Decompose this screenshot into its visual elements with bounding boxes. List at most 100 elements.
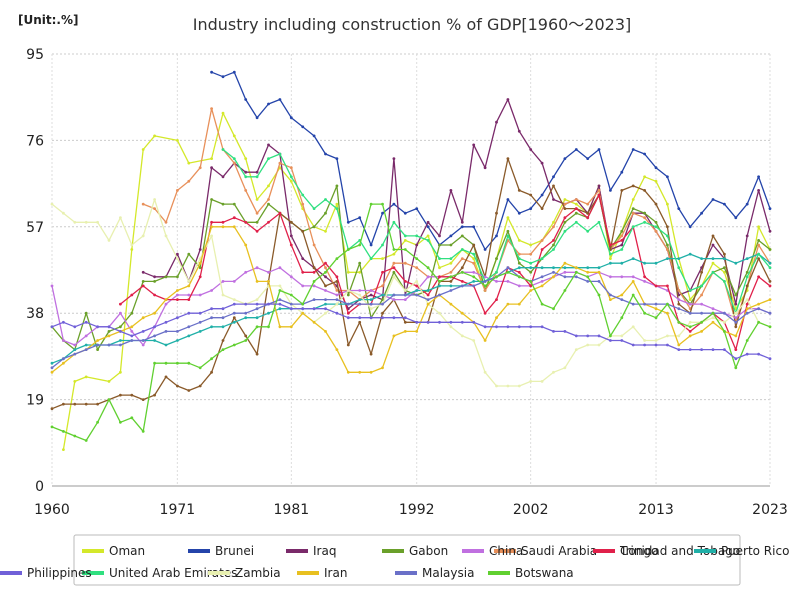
- data-point: [232, 134, 236, 138]
- data-point: [84, 348, 88, 351]
- data-point: [495, 298, 498, 301]
- data-point: [540, 280, 544, 283]
- data-point: [141, 330, 145, 333]
- data-point: [757, 189, 760, 192]
- data-point: [358, 243, 362, 247]
- data-point: [130, 311, 134, 315]
- data-point: [438, 311, 441, 315]
- data-point: [312, 320, 316, 324]
- data-point: [700, 257, 703, 260]
- legend: Oman Brunei Iraq Gabon Saudi Arabia Congo Chin…: [0, 534, 789, 586]
- data-point: [232, 161, 236, 165]
- data-point: [96, 402, 99, 406]
- data-point: [552, 198, 555, 201]
- data-point: [221, 339, 225, 342]
- data-point: [449, 289, 453, 292]
- data-point: [312, 270, 316, 274]
- legend-item: Puerto Rico: [694, 544, 789, 558]
- data-point: [631, 325, 635, 329]
- data-point: [643, 175, 646, 179]
- data-point: [244, 189, 248, 192]
- data-point: [301, 270, 305, 274]
- data-point: [130, 248, 134, 251]
- data-point: [723, 257, 726, 260]
- data-point: [73, 380, 77, 383]
- data-point: [119, 302, 122, 306]
- data-point: [84, 375, 88, 379]
- data-point: [529, 289, 533, 292]
- data-point: [438, 257, 441, 260]
- data-point: [472, 243, 476, 247]
- data-point: [278, 152, 282, 156]
- data-point: [392, 202, 396, 206]
- data-point: [483, 339, 487, 342]
- data-point: [267, 184, 270, 188]
- data-point: [187, 252, 191, 256]
- legend-item: Trinidad and Tobago: [593, 544, 740, 558]
- data-point: [232, 202, 236, 206]
- data-point: [130, 243, 134, 247]
- data-point: [654, 179, 658, 183]
- data-point: [210, 225, 214, 229]
- data-point: [289, 116, 293, 120]
- data-point: [723, 320, 726, 324]
- data-point: [483, 248, 487, 251]
- data-point: [620, 229, 624, 233]
- data-point: [597, 193, 601, 197]
- data-point: [153, 293, 157, 297]
- legend-box: [73, 534, 741, 586]
- data-point: [164, 234, 168, 238]
- data-point: [574, 270, 578, 274]
- data-point: [597, 343, 601, 347]
- data-point: [164, 298, 168, 301]
- data-point: [381, 243, 384, 247]
- data-point: [654, 202, 658, 206]
- data-point: [403, 289, 407, 292]
- data-point: [586, 280, 590, 283]
- data-point: [335, 275, 339, 279]
- data-point: [643, 302, 646, 306]
- data-point: [141, 148, 145, 151]
- data-point: [620, 275, 624, 279]
- data-point: [73, 325, 77, 329]
- data-point: [609, 248, 612, 251]
- y-tick-label: 76: [26, 133, 44, 149]
- data-point: [267, 311, 270, 315]
- data-point: [700, 270, 703, 274]
- data-point: [768, 325, 772, 329]
- data-point: [289, 275, 293, 279]
- data-point: [495, 270, 498, 274]
- data-point: [232, 302, 236, 306]
- data-point: [232, 298, 236, 301]
- data-point: [153, 134, 157, 138]
- data-point: [563, 202, 567, 206]
- data-point: [757, 252, 760, 256]
- data-point: [255, 307, 259, 311]
- data-point: [392, 275, 396, 279]
- data-point: [757, 239, 760, 242]
- data-point: [50, 370, 54, 374]
- legend-item: Malaysia: [395, 566, 474, 580]
- data-point: [609, 334, 612, 338]
- data-point: [255, 302, 259, 306]
- data-point: [50, 407, 54, 411]
- data-point: [495, 275, 498, 279]
- data-point: [449, 284, 453, 288]
- data-point: [73, 348, 77, 351]
- data-point: [723, 266, 726, 270]
- data-point: [700, 302, 703, 306]
- data-point: [187, 179, 191, 183]
- data-point: [301, 125, 305, 129]
- data-point: [506, 384, 510, 388]
- data-point: [358, 302, 362, 306]
- data-point: [324, 289, 327, 292]
- data-point: [449, 257, 453, 260]
- data-point: [346, 316, 350, 320]
- data-point: [426, 266, 430, 270]
- data-point: [563, 366, 567, 370]
- data-point: [506, 198, 510, 201]
- data-point: [210, 166, 214, 170]
- data-point: [107, 239, 111, 242]
- data-point: [392, 261, 396, 265]
- data-point: [460, 334, 464, 338]
